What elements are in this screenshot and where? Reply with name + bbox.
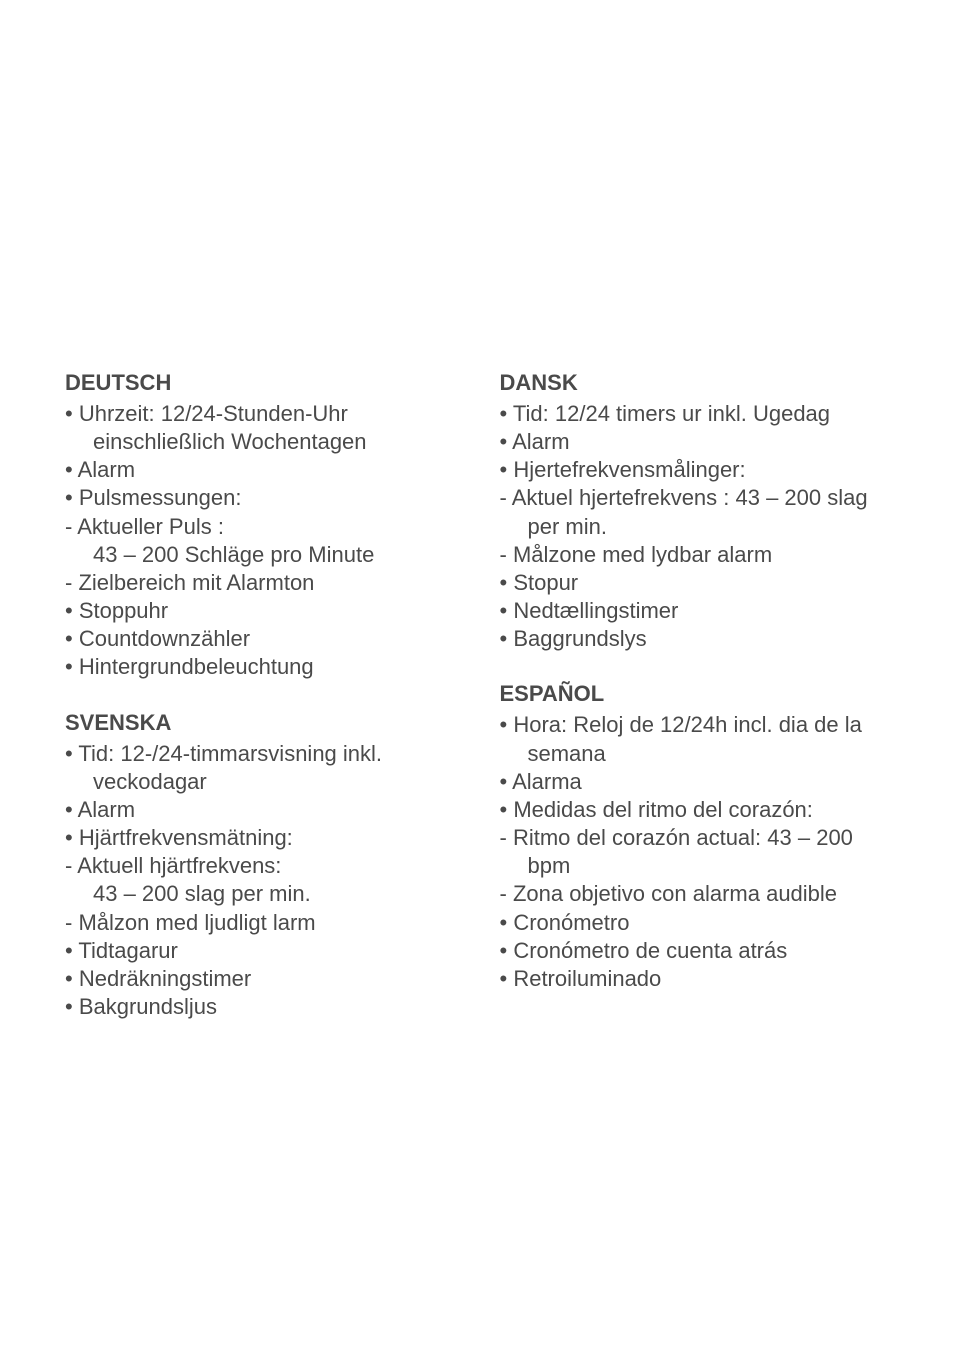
list-item: - Aktuell hjärtfrekvens: <box>65 852 460 880</box>
language-section: ESPAÑOL • Hora: Reloj de 12/24h incl. dia… <box>500 681 895 993</box>
list-item: • Cronómetro de cuenta atrás <box>500 937 895 965</box>
list-item: - Målzone med lydbar alarm <box>500 541 895 569</box>
list-item: • Hjertefrekvensmålinger: <box>500 456 895 484</box>
list-item: • Nedtællingstimer <box>500 597 895 625</box>
list-item: • Medidas del ritmo del corazón: <box>500 796 895 824</box>
list-item: • Tid: 12-/24-timmarsvisning inkl. vecko… <box>65 740 460 796</box>
list-item: • Uhrzeit: 12/24-Stunden-Uhr einschließl… <box>65 400 460 456</box>
list-item: • Hora: Reloj de 12/24h incl. dia de la … <box>500 711 895 767</box>
list-item: - Aktueller Puls : <box>65 513 460 541</box>
list-item: • Alarm <box>65 456 460 484</box>
list-item: • Alarm <box>500 428 895 456</box>
list-item: • Hjärtfrekvensmätning: <box>65 824 460 852</box>
list-item: • Retroiluminado <box>500 965 895 993</box>
list-item: • Tid: 12/24 timers ur inkl. Ugedag <box>500 400 895 428</box>
list-item: • Tidtagarur <box>65 937 460 965</box>
list-item: • Stoppuhr <box>65 597 460 625</box>
list-item: • Cronómetro <box>500 909 895 937</box>
list-item: • Alarma <box>500 768 895 796</box>
section-title: DANSK <box>500 370 895 396</box>
list-item: - Målzon med ljudligt larm <box>65 909 460 937</box>
list-item: • Countdownzähler <box>65 625 460 653</box>
list-item: - Zielbereich mit Alarmton <box>65 569 460 597</box>
list-item: • Hintergrundbeleuchtung <box>65 653 460 681</box>
list-item: • Bakgrundsljus <box>65 993 460 1021</box>
list-item: • Nedräkningstimer <box>65 965 460 993</box>
section-title: ESPAÑOL <box>500 681 895 707</box>
right-column: DANSK • Tid: 12/24 timers ur inkl. Ugedag… <box>500 370 895 1049</box>
list-item: • Alarm <box>65 796 460 824</box>
list-item: • Pulsmessungen: <box>65 484 460 512</box>
list-item: • Stopur <box>500 569 895 597</box>
language-section: SVENSKA • Tid: 12-/24-timmarsvisning inkl… <box>65 710 460 1022</box>
list-item: - Aktuel hjertefrekvens : 43 – 200 slag … <box>500 484 895 540</box>
language-section: DEUTSCH • Uhrzeit: 12/24-Stunden-Uhr eins… <box>65 370 460 682</box>
list-item: 43 – 200 Schläge pro Minute <box>65 541 460 569</box>
section-title: DEUTSCH <box>65 370 460 396</box>
list-item: - Zona objetivo con alarma audible <box>500 880 895 908</box>
list-item: • Baggrundslys <box>500 625 895 653</box>
list-item: - Ritmo del corazón actual: 43 – 200 bpm <box>500 824 895 880</box>
language-section: DANSK • Tid: 12/24 timers ur inkl. Ugedag… <box>500 370 895 653</box>
document-columns: DEUTSCH • Uhrzeit: 12/24-Stunden-Uhr eins… <box>65 370 894 1049</box>
list-item: 43 – 200 slag per min. <box>65 880 460 908</box>
left-column: DEUTSCH • Uhrzeit: 12/24-Stunden-Uhr eins… <box>65 370 460 1049</box>
section-title: SVENSKA <box>65 710 460 736</box>
